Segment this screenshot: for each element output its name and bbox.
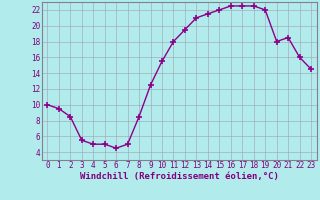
- X-axis label: Windchill (Refroidissement éolien,°C): Windchill (Refroidissement éolien,°C): [80, 172, 279, 181]
